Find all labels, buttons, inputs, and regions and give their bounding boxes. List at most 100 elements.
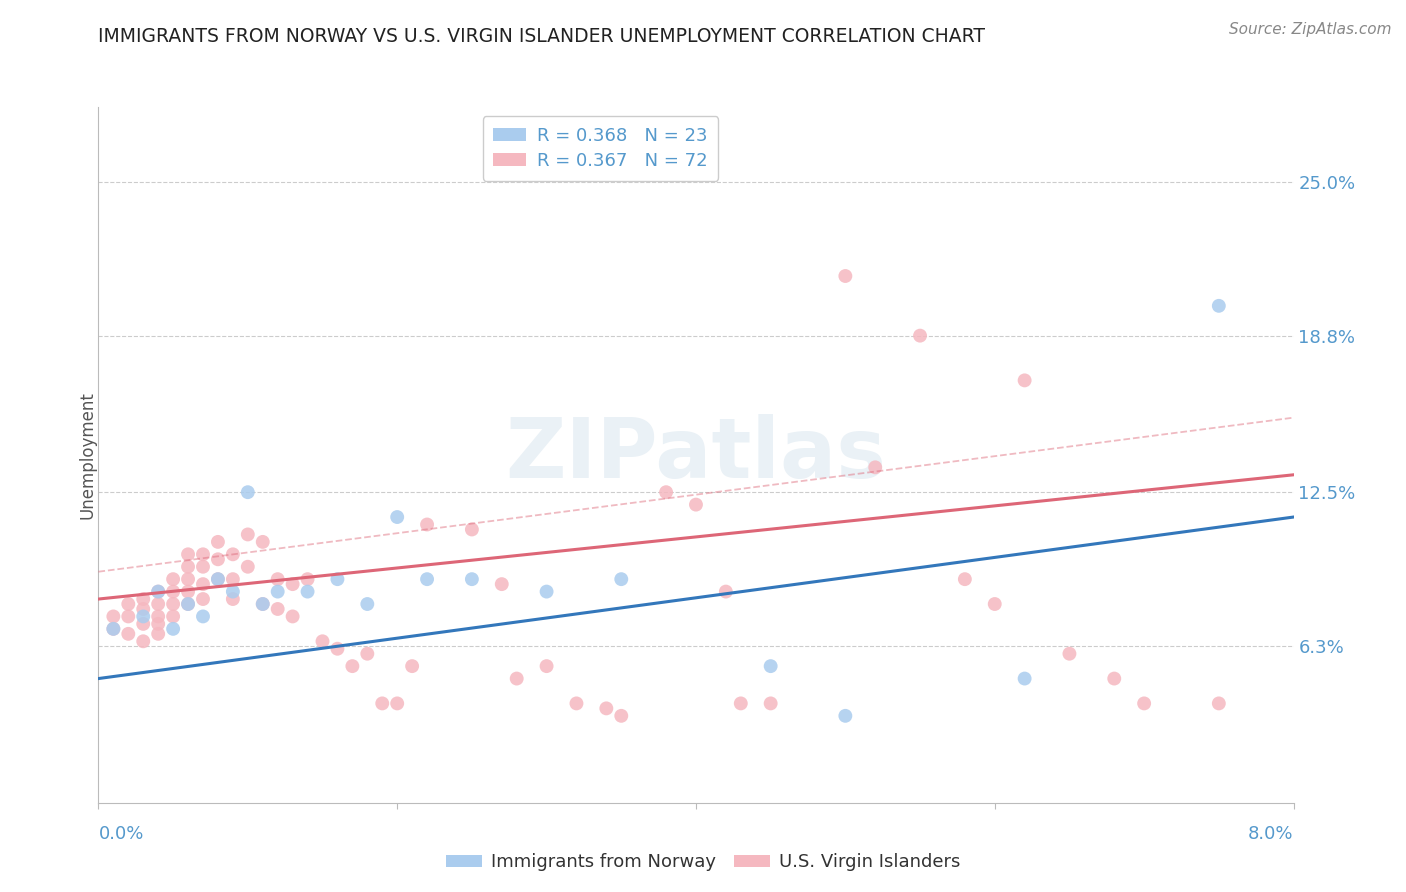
Point [385,510,409,524]
Point [148,609,170,624]
Point [191,609,214,624]
Point [834,268,856,283]
Y-axis label: Unemployment: Unemployment [79,391,96,519]
Point [610,572,633,586]
Point [162,622,184,636]
Point [117,609,139,624]
Text: 8.0%: 8.0% [1249,825,1294,843]
Point [148,627,170,641]
Text: 0.0%: 0.0% [98,825,143,843]
Point [983,597,1005,611]
Point [162,584,184,599]
Point [342,659,364,673]
Point [177,559,200,574]
Point [252,535,274,549]
Point [863,460,886,475]
Point [267,572,290,586]
Point [267,602,290,616]
Point [177,572,200,586]
Point [236,559,259,574]
Point [461,523,484,537]
Point [162,572,184,586]
Point [685,498,707,512]
Legend: Immigrants from Norway, U.S. Virgin Islanders: Immigrants from Norway, U.S. Virgin Isla… [439,847,967,879]
Point [222,584,245,599]
Point [311,634,333,648]
Point [117,627,139,641]
Point [1014,672,1036,686]
Point [610,708,633,723]
Point [207,552,229,566]
Point [834,708,856,723]
Point [207,535,229,549]
Point [356,647,378,661]
Point [162,597,184,611]
Point [491,577,513,591]
Point [103,609,125,624]
Point [1208,299,1230,313]
Point [191,547,214,561]
Point [117,597,139,611]
Point [148,584,170,599]
Point [252,597,274,611]
Point [1133,697,1156,711]
Point [1014,373,1036,387]
Point [1208,697,1230,711]
Point [177,597,200,611]
Point [191,592,214,607]
Point [148,584,170,599]
Point [536,584,558,599]
Point [191,577,214,591]
Point [655,485,678,500]
Point [281,609,304,624]
Point [595,701,617,715]
Point [177,584,200,599]
Point [730,697,752,711]
Point [191,559,214,574]
Point [222,572,245,586]
Point [103,622,125,636]
Point [281,577,304,591]
Point [252,597,274,611]
Point [267,584,290,599]
Point [953,572,976,586]
Point [132,602,155,616]
Point [536,659,558,673]
Point [908,328,931,343]
Point [148,616,170,631]
Point [714,584,737,599]
Point [506,672,529,686]
Point [132,609,155,624]
Point [297,572,319,586]
Point [385,697,409,711]
Point [461,572,484,586]
Point [1059,647,1081,661]
Point [326,572,349,586]
Text: Source: ZipAtlas.com: Source: ZipAtlas.com [1229,22,1392,37]
Legend: R = 0.368   N = 23, R = 0.367   N = 72: R = 0.368 N = 23, R = 0.367 N = 72 [482,116,718,181]
Point [207,572,229,586]
Point [132,634,155,648]
Point [416,517,439,532]
Point [207,572,229,586]
Point [177,547,200,561]
Point [356,597,378,611]
Point [326,641,349,656]
Point [371,697,394,711]
Point [416,572,439,586]
Point [148,597,170,611]
Point [132,616,155,631]
Point [103,622,125,636]
Point [565,697,588,711]
Point [132,592,155,607]
Point [162,609,184,624]
Point [222,592,245,607]
Text: IMMIGRANTS FROM NORWAY VS U.S. VIRGIN ISLANDER UNEMPLOYMENT CORRELATION CHART: IMMIGRANTS FROM NORWAY VS U.S. VIRGIN IS… [98,27,986,45]
Point [1102,672,1125,686]
Point [177,597,200,611]
Point [401,659,423,673]
Point [297,584,319,599]
Point [222,547,245,561]
Point [236,485,259,500]
Point [759,697,782,711]
